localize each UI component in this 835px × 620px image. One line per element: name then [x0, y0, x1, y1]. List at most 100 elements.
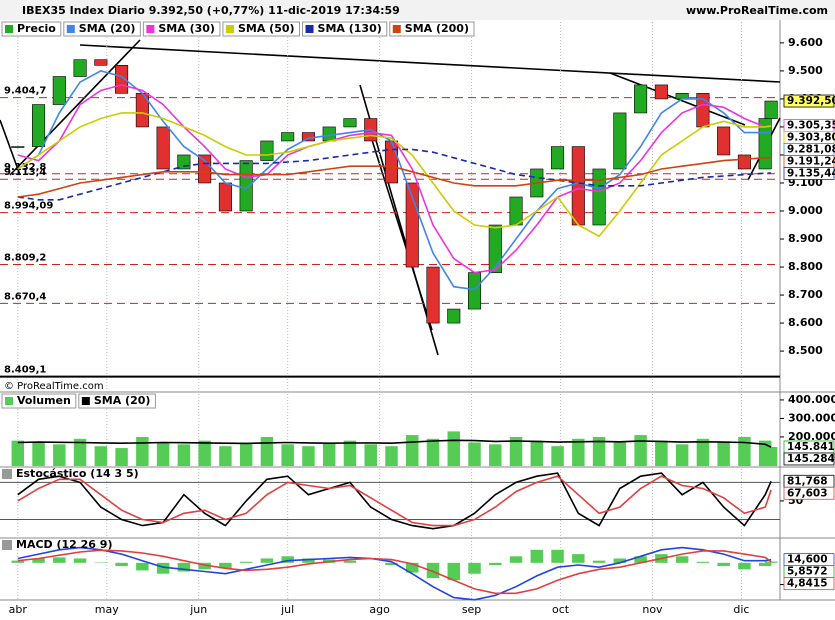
candle: [218, 182, 232, 212]
legend-swatch: [66, 25, 75, 33]
bar: [32, 442, 45, 466]
legend-swatch: [392, 25, 401, 33]
candle: [717, 126, 731, 156]
value-tag-label: 145.841: [787, 441, 835, 453]
legend-label: SMA (50): [238, 22, 295, 35]
bar: [675, 444, 689, 466]
bar: [696, 438, 710, 466]
series-line: [17, 156, 772, 198]
legend-box: [302, 21, 388, 37]
bar: [634, 435, 647, 466]
bar: [509, 436, 523, 466]
series-line: [17, 549, 772, 595]
value-tag-label: 67,603: [787, 487, 828, 499]
level-label: 8.670,4: [4, 291, 46, 302]
x-tick-label: jul: [280, 603, 294, 616]
bar: [468, 442, 481, 466]
value-tag-label: 81,768: [787, 475, 828, 487]
value-tag: [783, 486, 835, 500]
x-tick-label: abr: [9, 603, 28, 616]
candle: [156, 126, 170, 170]
y-tick-label: 8.600: [788, 316, 823, 329]
bar: [613, 558, 627, 563]
legend-box: [389, 21, 475, 37]
series-line: [17, 546, 772, 601]
x-tick-label: jun: [189, 603, 207, 616]
legend-box: [63, 21, 141, 37]
candle: [239, 160, 253, 212]
value-tag: [783, 94, 835, 108]
x-tick-label: sep: [462, 603, 481, 616]
bar: [758, 562, 772, 567]
level-label: 8.809,2: [4, 252, 46, 263]
x-tick-label: may: [95, 603, 119, 616]
legend-swatch: [305, 25, 314, 33]
site: www.ProRealTime.com: [686, 4, 828, 17]
bar: [32, 558, 45, 563]
candle: [426, 266, 440, 324]
bar: [73, 558, 87, 563]
bar: [613, 442, 627, 466]
series-line: [17, 112, 772, 238]
value-tag-label: 4,8415: [787, 578, 828, 590]
value-tag-label: 9.392,50: [787, 95, 835, 107]
bar: [73, 438, 87, 466]
chart-title: IBEX35 Index Diario 9.392,50 (+0,77%) 11…: [22, 4, 400, 17]
bar: [177, 444, 191, 466]
level-label: 8.409,1: [4, 365, 46, 376]
level-label: 9.132,8: [4, 162, 46, 173]
bar: [634, 556, 647, 563]
bar: [198, 440, 211, 466]
bar: [136, 436, 149, 466]
trend-line: [9, 39, 141, 176]
value-tag-label: 9.281,08: [787, 143, 835, 155]
bar: [115, 562, 128, 567]
bar: [530, 549, 544, 563]
bar: [302, 558, 315, 563]
level-label: 9.113,4: [4, 167, 46, 178]
bar: [156, 562, 170, 574]
value-tag-label: 14,600: [787, 554, 828, 566]
bar: [343, 560, 357, 563]
bar: [302, 446, 315, 466]
legend-box: [142, 21, 221, 37]
trend-line: [371, 139, 433, 331]
trend-line: [79, 44, 781, 83]
bar: [509, 556, 523, 563]
bar: [239, 442, 253, 466]
candle: [447, 308, 461, 324]
legend-swatch: [81, 397, 90, 405]
candle: [764, 100, 778, 119]
bar: [281, 444, 294, 466]
candle: [571, 146, 585, 226]
bar: [530, 440, 544, 466]
bar: [385, 446, 398, 466]
bar: [551, 446, 564, 466]
bar: [592, 560, 606, 563]
bar: [136, 562, 149, 571]
bar: [156, 442, 170, 466]
candle: [281, 132, 295, 142]
legend-swatch: [2, 469, 12, 479]
candle: [260, 140, 274, 161]
value-tag-label: 9.191,24: [787, 155, 835, 167]
trend-line: [0, 119, 21, 176]
bar: [11, 560, 25, 563]
value-tag: [783, 577, 835, 591]
legend-label: SMA (130): [318, 22, 382, 35]
bar: [322, 442, 336, 466]
legend-swatch: [2, 540, 12, 550]
bar: [177, 562, 191, 572]
legend-label: SMA (30): [158, 22, 215, 35]
level-label: 9.404,7: [4, 86, 46, 97]
x-tick-label: nov: [642, 603, 663, 616]
bar: [738, 436, 751, 466]
bar: [219, 446, 232, 466]
bar: [219, 562, 232, 569]
bar: [260, 558, 274, 563]
y-tick-label: 8.700: [788, 288, 823, 301]
bar: [94, 446, 108, 466]
bar: [406, 562, 419, 573]
value-tag-label: 9.305,35: [787, 119, 835, 131]
legend-label: Volumen: [17, 394, 71, 407]
